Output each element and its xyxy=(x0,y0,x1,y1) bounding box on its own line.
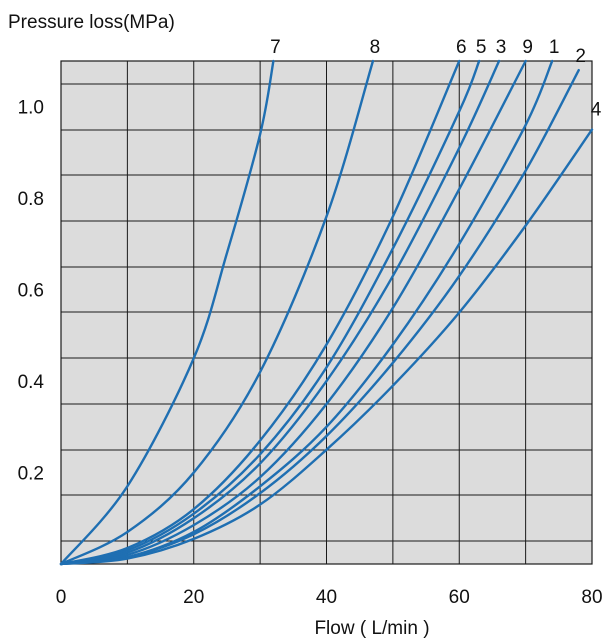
y-tick-label: 1.0 xyxy=(18,98,44,119)
series-label-8: 8 xyxy=(370,37,381,58)
series-label-3: 3 xyxy=(496,37,507,58)
series-label-1: 1 xyxy=(549,37,560,58)
y-tick-label: 0.8 xyxy=(18,189,44,210)
curves xyxy=(59,59,594,566)
y-tick-label: 0.2 xyxy=(18,464,44,485)
x-axis-title: Flow ( L/min ) xyxy=(314,618,429,639)
grid xyxy=(60,60,593,565)
y-tick-label: 0.6 xyxy=(18,281,44,302)
series-line-7 xyxy=(59,59,275,566)
series-line-8 xyxy=(59,59,375,566)
series-label-4: 4 xyxy=(591,100,602,121)
series-label-5: 5 xyxy=(476,37,487,58)
series-label-9: 9 xyxy=(522,37,533,58)
y-tick-label: 0.4 xyxy=(18,372,45,393)
series-label-2: 2 xyxy=(575,46,586,67)
series-line-4 xyxy=(59,128,594,566)
series-line-3 xyxy=(59,59,501,566)
x-tick-label: 0 xyxy=(56,587,67,608)
series-labels: 7 8 6 5 3 9 1 2 4 xyxy=(270,37,602,121)
series-label-6: 6 xyxy=(456,37,467,58)
y-tick-labels: 0.2 0.4 0.6 0.8 1.0 xyxy=(18,98,45,485)
series-line-6 xyxy=(59,59,461,566)
series-line-9 xyxy=(59,59,527,566)
x-tick-label: 40 xyxy=(316,587,337,608)
plot-border xyxy=(60,60,593,565)
x-tick-label: 60 xyxy=(449,587,470,608)
y-axis-title: Pressure loss(MPa) xyxy=(8,12,175,33)
x-tick-labels: 0 20 40 60 80 xyxy=(56,587,603,608)
x-tick-label: 80 xyxy=(581,587,602,608)
x-tick-label: 20 xyxy=(183,587,204,608)
series-line-5 xyxy=(59,59,481,566)
series-line-2 xyxy=(59,68,580,566)
series-label-7: 7 xyxy=(270,37,281,58)
